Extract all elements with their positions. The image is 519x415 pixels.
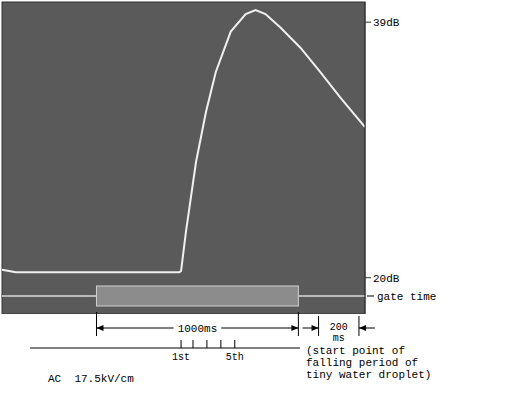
svg-text:ms: ms — [333, 333, 345, 344]
svg-text:falling period of: falling period of — [306, 357, 418, 369]
svg-text:39dB: 39dB — [373, 17, 400, 29]
svg-text:1000ms: 1000ms — [178, 323, 218, 335]
svg-text:AC 17.5kV/cm: AC 17.5kV/cm — [48, 373, 134, 385]
svg-text:5th: 5th — [226, 352, 244, 363]
svg-text:1st: 1st — [172, 352, 190, 363]
svg-text:tiny water droplet): tiny water droplet) — [306, 369, 431, 381]
svg-text:(start point of: (start point of — [306, 345, 405, 357]
svg-text:20dB: 20dB — [373, 273, 400, 285]
svg-text:gate time: gate time — [377, 291, 436, 303]
svg-text:200: 200 — [330, 322, 348, 333]
